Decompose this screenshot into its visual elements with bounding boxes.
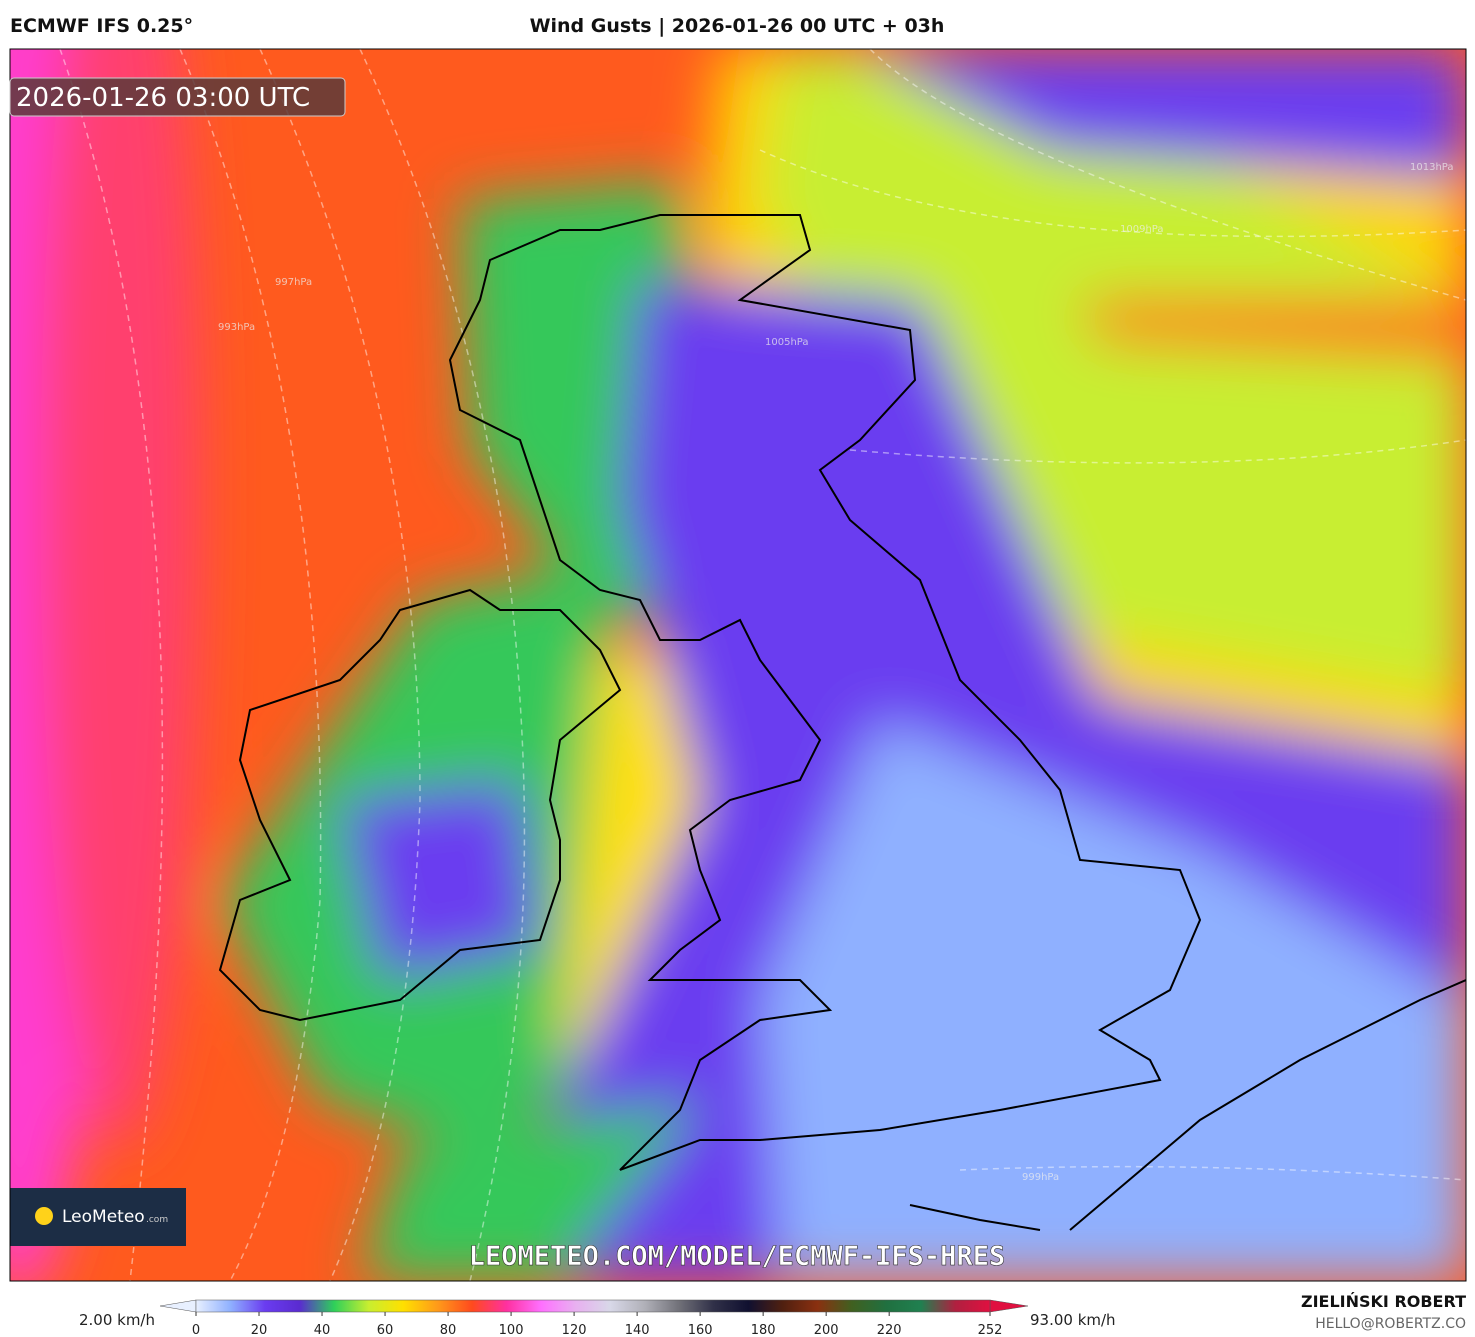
colorbar-tick-label: 140 [625, 1323, 650, 1337]
isobar-label: 997hPa [275, 277, 312, 288]
colorbar-tick-label: 180 [751, 1323, 776, 1337]
colorbar-max-label: 93.00 km/h [1030, 1311, 1116, 1329]
isobar-label: 1013hPa [1410, 162, 1454, 173]
colorbar-tick-label: 160 [688, 1323, 713, 1337]
colorbar-arrow-right [989, 1299, 1029, 1313]
map-title: Wind Gusts | 2026-01-26 00 UTC + 03h [530, 15, 945, 37]
isobar-label: 1005hPa [765, 337, 809, 348]
colorbar-tick-label: 40 [314, 1323, 331, 1337]
isobar-label: 993hPa [218, 322, 255, 333]
colorbar-tick-label: 220 [877, 1323, 902, 1337]
colorbar-tick-label: 20 [251, 1323, 268, 1337]
colorbar-tick-label: 120 [562, 1323, 587, 1337]
colorbar-tick-label: 80 [440, 1323, 457, 1337]
credit-author: ZIELIŃSKI ROBERT [1301, 1292, 1466, 1311]
colorbar [195, 1299, 991, 1313]
logo-name: LeoMeteo [62, 1207, 145, 1227]
logo-sun [35, 1207, 53, 1225]
isobar-label: 1009hPa [1120, 224, 1164, 235]
colorbar-tick-label: 0 [192, 1323, 200, 1337]
credit-email: HELLO@ROBERTZ.CO [1315, 1316, 1466, 1332]
colorbar-min-label: 2.00 km/h [79, 1311, 155, 1329]
colorbar-tick-label: 200 [814, 1323, 839, 1337]
timestamp-box [9, 77, 346, 117]
model-label: ECMWF IFS 0.25° [10, 15, 193, 37]
colorbar-tick-label: 60 [377, 1323, 394, 1337]
colorbar-tick-label: 252 [978, 1323, 1003, 1337]
timestamp: 2026-01-26 03:00 UTC [16, 83, 310, 113]
map-frame [9, 48, 1467, 1282]
colorbar-arrow-left [159, 1299, 197, 1313]
isobar-label: 999hPa [1022, 1172, 1059, 1183]
coastlines [218, 214, 1466, 1231]
colorbar-tick-label: 100 [499, 1323, 524, 1337]
watermark: LEOMETEO.COM/MODEL/ECMWF-IFS-HRES [469, 1241, 1005, 1272]
logo-suffix: .com [146, 1215, 168, 1225]
map: 1013hPa 1009hPa 1005hPa 999hPa 997hPa 99… [10, 49, 1466, 1281]
